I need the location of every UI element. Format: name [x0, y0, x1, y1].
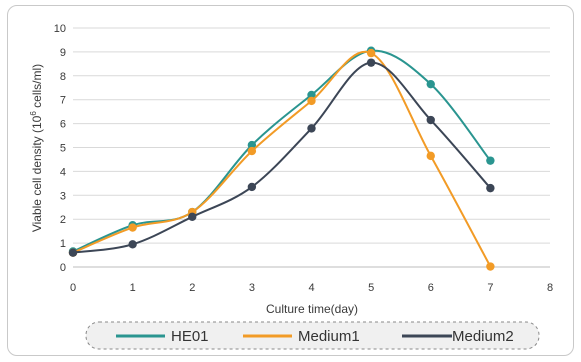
- legend-label-medium1: Medium1: [298, 328, 360, 345]
- data-point-he01: [307, 90, 316, 100]
- y-tick-label: 10: [54, 23, 66, 35]
- tick-labels: 0 1 2 3 4 5 6 7 8 9 10 0 1 2 3 4 5 6 7 8: [54, 23, 553, 294]
- y-tick-label: 5: [60, 143, 66, 155]
- series-layer: [68, 46, 495, 271]
- y-tick-label: 1: [60, 238, 66, 250]
- y-tick-label: 4: [60, 166, 66, 178]
- y-axis-title-superscript: 6: [29, 111, 38, 116]
- data-point-medium2: [128, 240, 137, 249]
- data-point-he01: [486, 156, 495, 165]
- series-medium2: [68, 58, 495, 257]
- x-tick-label: 5: [368, 282, 374, 294]
- data-point-medium2: [426, 115, 435, 125]
- y-tick-label: 6: [60, 119, 66, 131]
- data-point-medium2: [188, 212, 197, 222]
- data-point-medium1: [307, 96, 316, 106]
- y-axis-title-main: Viable cell density (10: [30, 115, 44, 232]
- data-point-he01: [247, 140, 257, 150]
- x-tick-label: 7: [487, 282, 493, 294]
- data-point-medium1: [426, 151, 435, 161]
- x-tick-label: 6: [428, 282, 434, 294]
- legend-label-he01: HE01: [171, 328, 209, 345]
- legend-box: [85, 321, 540, 350]
- y-tick-label: 7: [60, 95, 66, 107]
- data-point-medium2: [307, 124, 316, 133]
- x-tick-label: 4: [308, 282, 314, 294]
- data-point-medium2: [486, 183, 495, 193]
- data-point-medium2: [247, 182, 257, 192]
- data-point-medium1: [128, 223, 137, 232]
- y-axis-title: Viable cell density (106 cells/ml): [29, 64, 44, 232]
- data-point-medium1: [247, 146, 257, 156]
- grid-layer: [73, 27, 550, 268]
- y-axis-title-unit: cells/ml): [30, 64, 44, 111]
- y-tick-label: 3: [60, 190, 66, 202]
- data-point-medium2: [68, 248, 78, 257]
- legend: HE01 Medium1 Medium2: [85, 321, 540, 350]
- data-point-he01: [426, 79, 435, 89]
- series-medium1: [68, 48, 495, 271]
- y-tick-label: 0: [60, 262, 66, 274]
- y-tick-label: 8: [60, 71, 66, 83]
- x-tick-label: 0: [70, 282, 76, 294]
- legend-label-medium2: Medium2: [452, 328, 514, 345]
- data-point-medium1: [366, 48, 376, 58]
- chart-panel: [7, 5, 574, 356]
- x-axis-title: Culture time(day): [266, 302, 358, 316]
- data-point-medium1: [486, 262, 495, 271]
- x-tick-label: 8: [547, 282, 553, 294]
- x-tick-label: 1: [130, 282, 136, 294]
- y-tick-label: 9: [60, 47, 66, 59]
- x-tick-label: 2: [189, 282, 195, 294]
- x-tick-label: 3: [249, 282, 255, 294]
- y-tick-label: 2: [60, 214, 66, 226]
- data-point-medium2: [366, 58, 376, 67]
